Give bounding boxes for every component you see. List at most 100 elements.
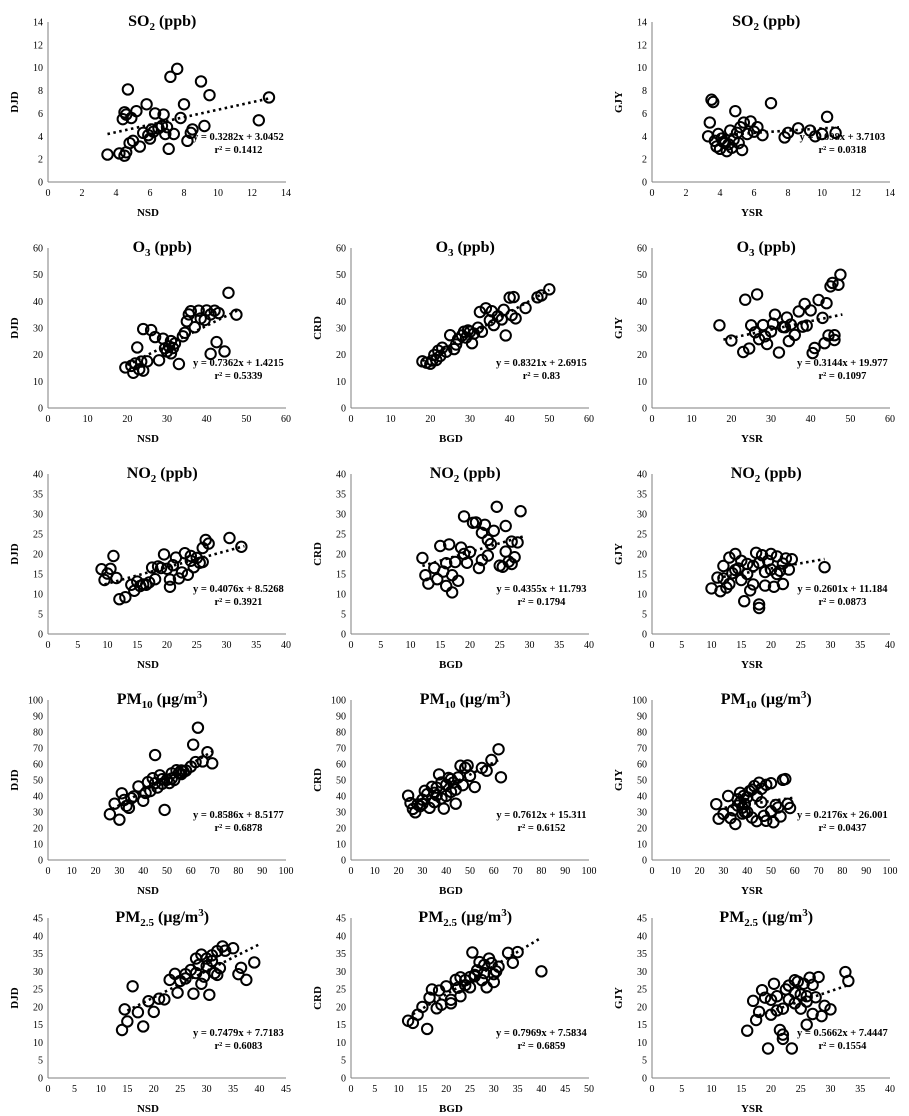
data-point	[204, 347, 217, 361]
data-point	[744, 115, 757, 128]
x-tick-label: 50	[766, 866, 776, 877]
data-point	[178, 326, 192, 339]
x-tick-label: 50	[845, 414, 855, 425]
x-tick-label: 80	[233, 866, 243, 877]
data-point	[98, 573, 111, 587]
x-tick-label: 70	[814, 866, 824, 877]
y-tick-label: 80	[336, 728, 346, 739]
y-tick-label: 30	[33, 510, 43, 521]
y-tick-label: 100	[28, 696, 43, 707]
regression-equation: y = 0.4076x + 8.5268	[193, 584, 284, 595]
data-point	[758, 565, 772, 579]
x-tick-label: 6	[752, 188, 757, 199]
y-tick-label: 15	[336, 570, 346, 581]
chart-o3-gjy: 0 10 20 30 40 50 60 0 10 20 30 40 50 60 YSR GJY O3 (ppb)…	[613, 239, 895, 445]
data-point	[770, 567, 784, 581]
data-point	[113, 593, 126, 606]
x-tick-label: 10	[707, 640, 717, 651]
data-point	[742, 342, 756, 355]
data-point	[750, 288, 764, 301]
data-point	[162, 142, 175, 156]
data-point	[171, 62, 184, 76]
x-tick-label: 40	[255, 1084, 265, 1095]
data-point	[752, 556, 766, 569]
x-tick-label: 90	[861, 866, 871, 877]
x-tick-label: 40	[536, 1084, 546, 1095]
data-point	[240, 973, 253, 987]
data-point	[729, 817, 742, 831]
x-tick-label: 10	[707, 1084, 717, 1095]
x-tick-label: 15	[736, 640, 746, 651]
data-point	[186, 738, 200, 751]
y-tick-label: 2	[642, 155, 647, 166]
data-point	[210, 335, 223, 349]
data-point	[440, 980, 453, 993]
x-axis-label: YSR	[741, 433, 764, 445]
data-point	[743, 584, 757, 597]
data-point	[202, 537, 215, 550]
y-tick-label: 20	[33, 1002, 43, 1013]
data-point	[509, 312, 522, 325]
x-tick-label: 20	[766, 640, 776, 651]
data-point	[137, 1020, 150, 1033]
y-tick-label: 50	[336, 776, 346, 787]
data-point	[479, 302, 493, 315]
data-point	[826, 276, 839, 290]
data-point	[760, 337, 774, 351]
y-tick-label: 30	[637, 967, 647, 978]
data-point	[449, 797, 462, 810]
data-point	[200, 304, 213, 317]
chart-title: PM10 (μg/m3)	[721, 689, 812, 711]
data-point	[508, 551, 521, 564]
x-tick-label: 30	[417, 866, 427, 877]
data-point	[487, 975, 500, 989]
x-tick-label: 0	[650, 640, 655, 651]
data-point	[436, 341, 449, 354]
trend-line	[126, 943, 261, 1012]
x-tick-label: 0	[46, 1084, 51, 1095]
chart-title: NO2 (ppb)	[731, 465, 802, 485]
x-tick-label: 35	[855, 640, 865, 651]
x-tick-label: 50	[544, 414, 554, 425]
y-tick-label: 10	[336, 377, 346, 388]
data-point	[449, 783, 462, 796]
data-point	[794, 1002, 807, 1015]
regression-equation: y = 0.8586x + 8.5177	[193, 810, 284, 821]
data-point	[785, 553, 799, 566]
y-tick-label: 6	[642, 109, 647, 120]
regression-equation: y = 0.4355x + 11.793	[496, 584, 586, 595]
data-point	[800, 319, 813, 332]
y-tick-label: 0	[341, 1074, 346, 1085]
y-tick-label: 10	[336, 590, 346, 601]
x-tick-label: 12	[851, 188, 861, 199]
data-point	[196, 555, 209, 569]
x-tick-label: 25	[192, 640, 202, 651]
x-tick-label: 10	[687, 414, 697, 425]
data-point	[222, 286, 235, 299]
x-tick-label: 20	[695, 866, 705, 877]
data-point	[139, 578, 153, 591]
y-tick-label: 60	[637, 244, 647, 255]
x-tick-label: 20	[766, 1084, 776, 1095]
x-tick-label: 25	[495, 640, 505, 651]
x-tick-label: 10	[671, 866, 681, 877]
x-tick-label: 20	[726, 414, 736, 425]
y-tick-label: 15	[637, 1020, 647, 1031]
data-point	[148, 748, 162, 762]
x-axis-label: BGD	[439, 433, 463, 445]
x-tick-label: 8	[786, 188, 791, 199]
x-tick-label: 0	[650, 414, 655, 425]
data-point	[126, 980, 139, 993]
data-point	[195, 977, 208, 990]
r-squared: r² = 0.6152	[517, 823, 565, 834]
data-point	[818, 561, 831, 574]
data-point	[535, 289, 548, 302]
r-squared: r² = 0.6878	[214, 823, 262, 834]
data-point	[440, 345, 453, 358]
y-tick-label: 25	[637, 985, 647, 996]
x-tick-label: 15	[132, 640, 142, 651]
regression-equation: y = 0.8321x + 2.6915	[496, 358, 587, 369]
data-point	[206, 757, 219, 770]
data-point	[737, 116, 750, 129]
data-point	[492, 960, 505, 973]
